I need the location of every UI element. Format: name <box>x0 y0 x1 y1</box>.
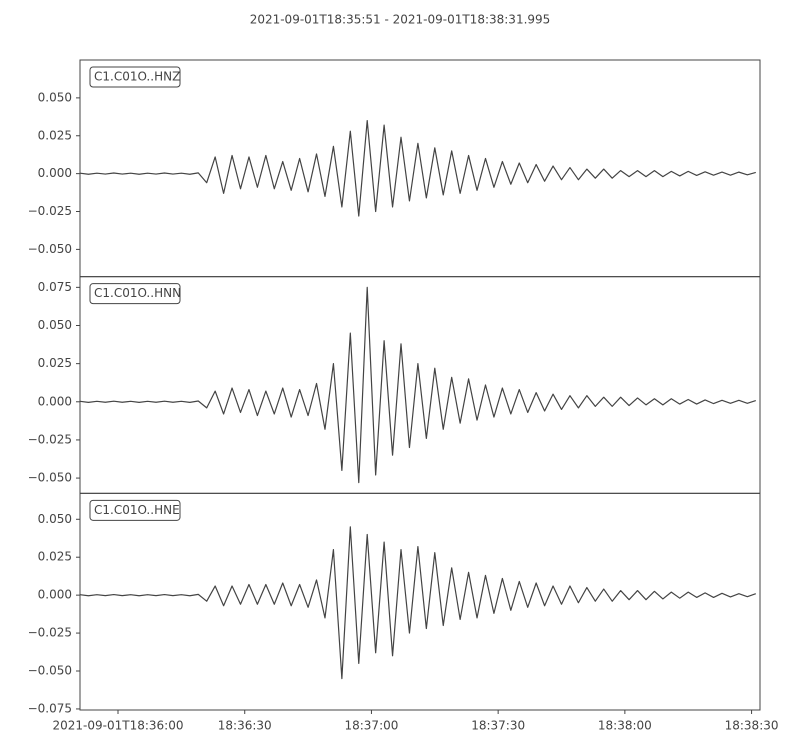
waveform <box>79 120 756 217</box>
trace-label-box <box>89 66 181 88</box>
y-tick-label: 0.075 <box>38 280 72 294</box>
y-tick-label: 0.025 <box>38 128 72 142</box>
x-tick-label: 2021-09-01T18:36:00 <box>53 719 184 733</box>
y-tick-label: −0.050 <box>28 242 72 256</box>
x-tick-label: 18:37:00 <box>344 719 398 733</box>
y-tick-label: 0.025 <box>38 550 72 564</box>
y-tick-label: 0.025 <box>38 356 72 370</box>
y-tick-label: −0.025 <box>28 432 72 446</box>
y-tick-label: 0.000 <box>38 588 72 602</box>
waveform <box>79 526 757 680</box>
y-tick-label: 0.050 <box>38 90 72 104</box>
trace-label: C1.C01O..HNN <box>94 286 181 300</box>
y-tick-label: −0.050 <box>28 471 72 485</box>
y-tick-label: 0.050 <box>38 318 72 332</box>
x-tick-label: 18:37:30 <box>471 719 525 733</box>
chart-title: 2021-09-01T18:35:51 - 2021-09-01T18:38:3… <box>250 13 551 27</box>
y-tick-label: 0.050 <box>38 512 72 526</box>
y-tick-label: 0.000 <box>38 166 72 180</box>
trace-label-box <box>89 499 181 521</box>
trace-label: C1.C01O..HNE <box>94 503 180 517</box>
panel-frame <box>79 492 761 711</box>
waveform <box>79 286 756 484</box>
panel-frame <box>79 59 761 278</box>
y-tick-label: 0.000 <box>38 394 72 408</box>
y-tick-label: −0.025 <box>28 626 72 640</box>
trace-label-box <box>89 283 181 305</box>
y-tick-label: −0.025 <box>28 204 72 218</box>
x-tick-label: 18:38:00 <box>598 719 652 733</box>
x-tick-label: 18:36:30 <box>218 719 272 733</box>
x-tick-label: 18:38:30 <box>725 719 779 733</box>
y-tick-label: −0.050 <box>28 664 72 678</box>
trace-label: C1.C01O..HNZ <box>94 70 180 84</box>
y-tick-label: −0.075 <box>28 701 72 715</box>
